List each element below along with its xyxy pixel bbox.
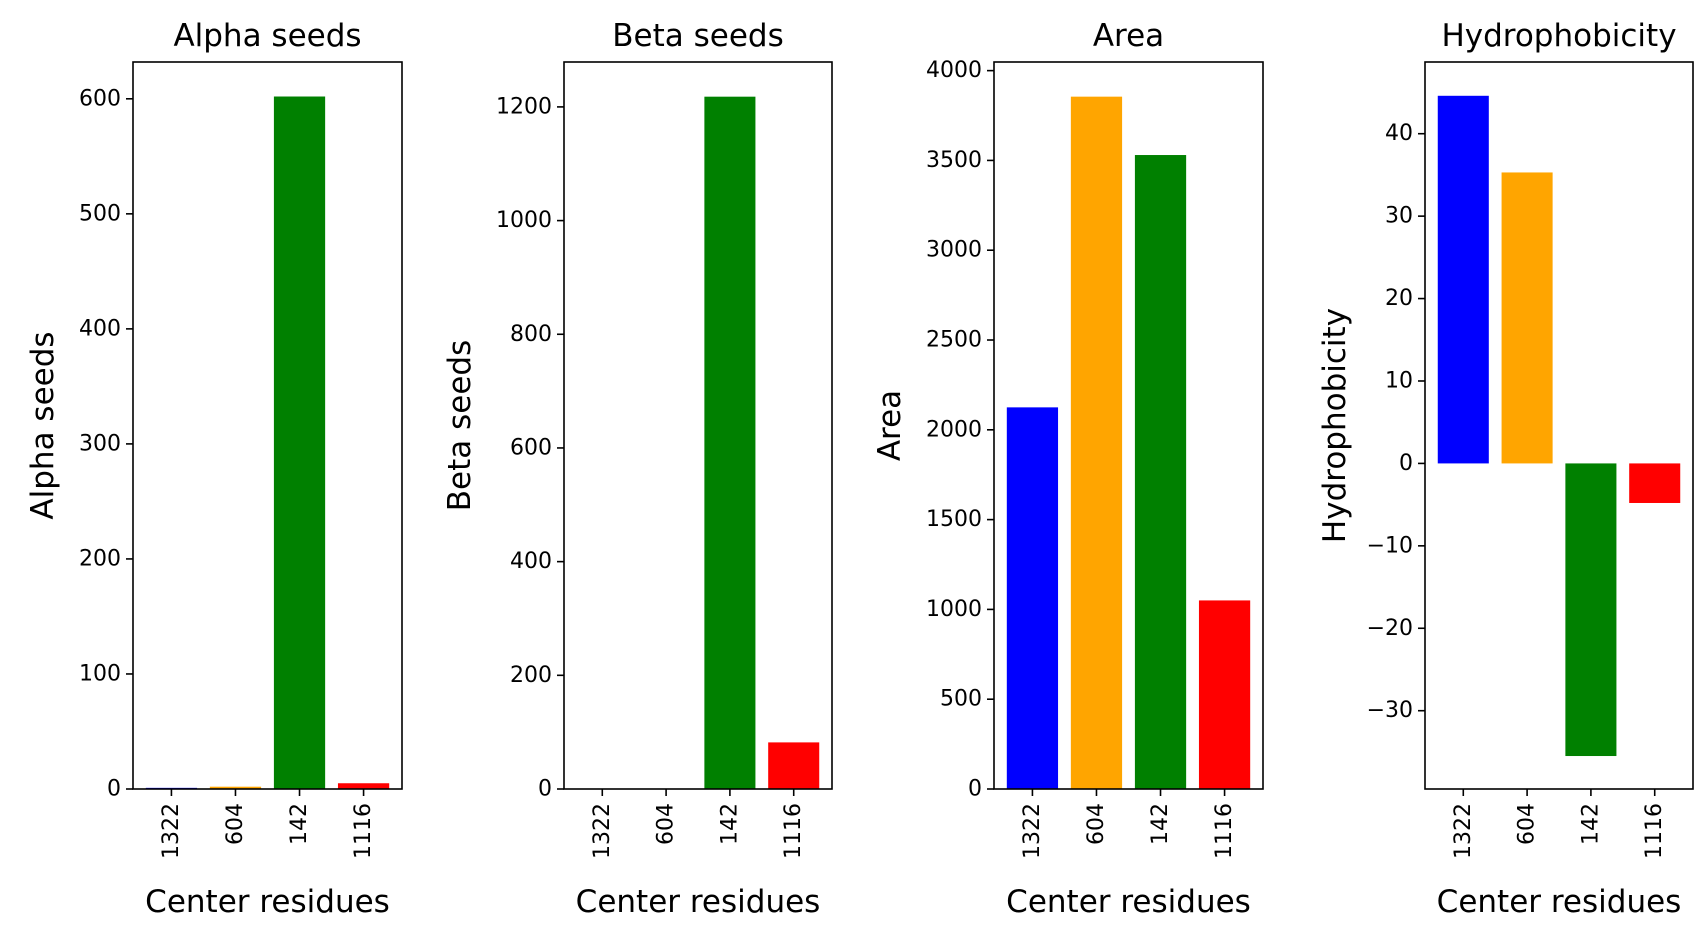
subplot-beta-seeds: 0 200 400 600 800 1000 1200 1322 604 142 1116 Beta… [442,18,833,920]
chart-title-alpha-seeds: Alpha seeds [173,18,361,54]
bar-beta-seeds-1116 [768,742,820,789]
y-tick-label: −30 [1367,698,1413,723]
x-tick-label: 1116 [351,803,376,859]
chart-title-beta-seeds: Beta seeds [612,18,783,54]
y-tick-label: 40 [1385,121,1413,146]
y-tick-label: 100 [79,661,121,686]
y-tick-label: 0 [968,777,982,802]
subplot-area: 0 500 1000 1500 2000 2500 3000 3500 4000 1322 604 1… [872,18,1264,920]
y-tick-label: 1000 [496,208,552,233]
y-axis-label-area: Area [872,390,908,461]
x-axis-label-alpha-seeds: Center residues [145,884,390,920]
y-tick-label: 500 [940,687,982,712]
y-tick-label: 400 [510,549,552,574]
y-tick-label: 2000 [926,417,982,442]
axes-frame-area [993,61,1264,790]
y-tick-label: 0 [538,777,552,802]
bar-alpha-seeds-604 [209,786,262,789]
chart-title-area: Area [1093,18,1164,54]
bar-area-1116 [1198,600,1251,789]
x-axis-label-hydrophobicity: Center residues [1437,884,1682,920]
x-tick-label: 142 [1148,803,1173,845]
bars-alpha-seeds [145,96,390,789]
y-tick-label: 3000 [926,238,982,263]
bar-area-604 [1070,96,1123,790]
bars-hydrophobicity [1437,95,1681,757]
bar-area-1322 [1006,407,1059,789]
ticks-hydrophobicity: −30 −20 −10 0 10 20 30 40 1322 604 142 1116 [1367,121,1668,859]
bar-alpha-seeds-1116 [337,783,390,789]
x-axis-label-beta-seeds: Center residues [576,884,821,920]
bar-hydrophobicity-1322 [1437,95,1489,464]
y-tick-label: 400 [79,316,121,341]
y-tick-label: 1000 [926,597,982,622]
axes-frame-alpha-seeds [132,61,403,790]
y-axis-label-beta-seeds: Beta seeds [442,340,478,511]
bar-hydrophobicity-142 [1565,463,1617,757]
x-tick-label: 604 [1084,803,1109,845]
y-tick-label: 1200 [496,94,552,119]
y-tick-label: 200 [510,663,552,688]
axes-frame-hydrophobicity [1424,61,1694,790]
x-tick-label: 604 [1515,803,1540,845]
y-tick-label: 200 [79,546,121,571]
bar-hydrophobicity-1116 [1629,463,1681,503]
x-tick-label: 142 [717,803,742,845]
y-tick-label: 600 [79,86,121,111]
x-tick-label: 1322 [1451,803,1476,859]
y-tick-label: 4000 [926,58,982,83]
x-tick-label: 1116 [1642,803,1667,859]
y-tick-label: 600 [510,435,552,460]
y-tick-label: 20 [1385,286,1413,311]
axes-frame-beta-seeds [563,61,833,790]
y-tick-label: −20 [1367,616,1413,641]
bar-alpha-seeds-142 [273,96,326,789]
y-tick-label: 2500 [926,328,982,353]
x-tick-label: 604 [654,803,679,845]
chart-title-hydrophobicity: Hydrophobicity [1441,18,1676,54]
ticks-area: 0 500 1000 1500 2000 2500 3000 3500 4000 1322 604 1… [926,58,1237,859]
y-tick-label: −10 [1367,533,1413,558]
x-tick-label: 142 [287,803,312,845]
bar-beta-seeds-142 [704,96,756,790]
y-tick-label: 10 [1385,368,1413,393]
x-tick-label: 1116 [781,803,806,859]
bars-beta-seeds [576,96,820,790]
x-tick-label: 1322 [159,803,184,859]
ticks-alpha-seeds: 0 100 200 300 400 500 600 1322 604 142 1116 [79,86,376,859]
ticks-beta-seeds: 0 200 400 600 800 1000 1200 1322 604 142 1116 [496,94,806,859]
y-tick-label: 0 [107,777,121,802]
bars-area [1006,96,1251,790]
x-tick-label: 604 [223,803,248,845]
y-tick-label: 800 [510,322,552,347]
y-tick-label: 3500 [926,148,982,173]
y-tick-label: 1500 [926,507,982,532]
y-tick-label: 30 [1385,204,1413,229]
bar-area-142 [1134,155,1187,789]
y-axis-label-alpha-seeds: Alpha seeds [25,331,61,519]
x-axis-label-area: Center residues [1006,884,1251,920]
y-tick-label: 0 [1399,451,1413,476]
x-tick-label: 1116 [1212,803,1237,859]
bar-hydrophobicity-604 [1501,172,1553,464]
x-tick-label: 142 [1578,803,1603,845]
x-tick-label: 1322 [590,803,615,859]
subplot-alpha-seeds: 0 100 200 300 400 500 600 1322 604 142 1116 Alpha … [25,18,403,920]
y-tick-label: 500 [79,201,121,226]
y-tick-label: 300 [79,431,121,456]
x-tick-label: 1322 [1020,803,1045,859]
subplot-hydrophobicity: −30 −20 −10 0 10 20 30 40 1322 604 142 1116 Hydroph… [1317,18,1694,920]
y-axis-label-hydrophobicity: Hydrophobicity [1317,308,1353,543]
